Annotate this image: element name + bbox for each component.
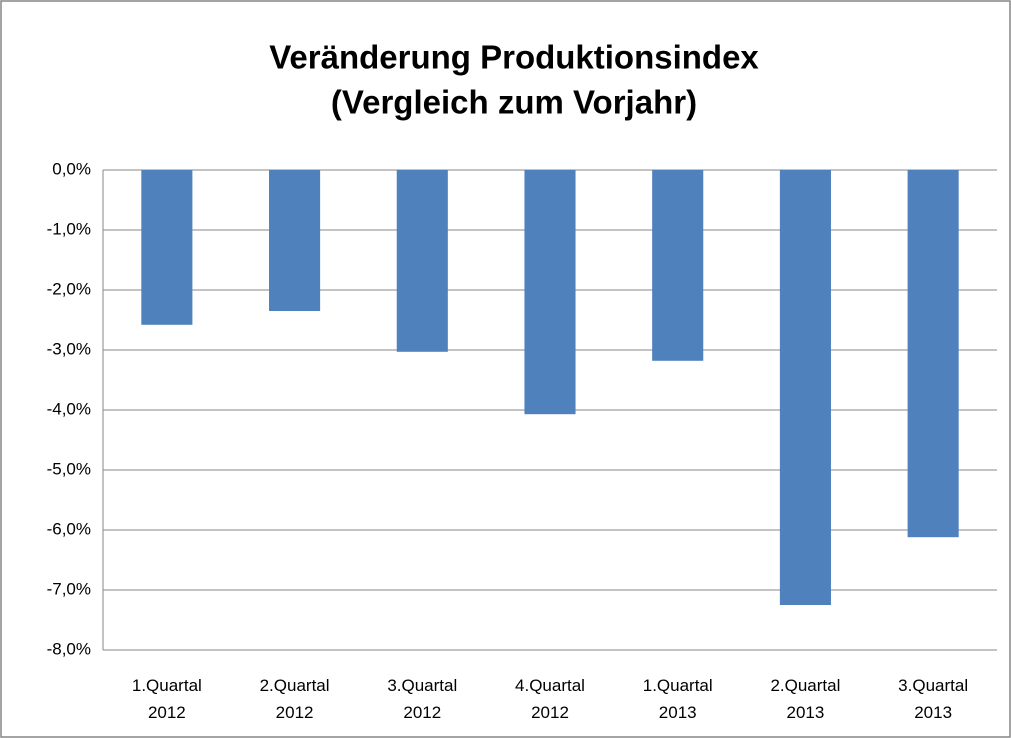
y-tick-label: -4,0% [47,399,91,418]
y-tick-label: -8,0% [47,639,91,658]
y-tick-label: -5,0% [47,459,91,478]
x-tick-label: 4.Quartal 2012 [515,676,585,722]
bar [652,170,704,361]
x-tick-label: 3.Quartal 2012 [387,676,457,722]
bar [141,170,193,325]
x-tick-label: 1.Quartal 2012 [132,676,202,722]
y-tick-label: -6,0% [47,519,91,538]
bar [907,170,959,538]
y-tick-label: -1,0% [47,219,91,238]
x-tick-label: 2.Quartal 2013 [770,676,840,722]
y-tick-label: -3,0% [47,339,91,358]
x-tick-label: 1.Quartal 2013 [643,676,713,722]
x-tick-label: 3.Quartal 2013 [898,676,968,722]
y-tick-label: -7,0% [47,579,91,598]
y-tick-label: -2,0% [47,279,91,298]
y-tick-label: 0,0% [52,159,91,178]
chart-title: Veränderung Produktionsindex [269,39,759,76]
x-tick-label: 2.Quartal 2012 [260,676,330,722]
bar [396,170,448,352]
bar [269,170,321,311]
bar [524,170,576,415]
bar [779,170,831,605]
chart-subtitle: (Vergleich zum Vorjahr) [331,84,697,121]
